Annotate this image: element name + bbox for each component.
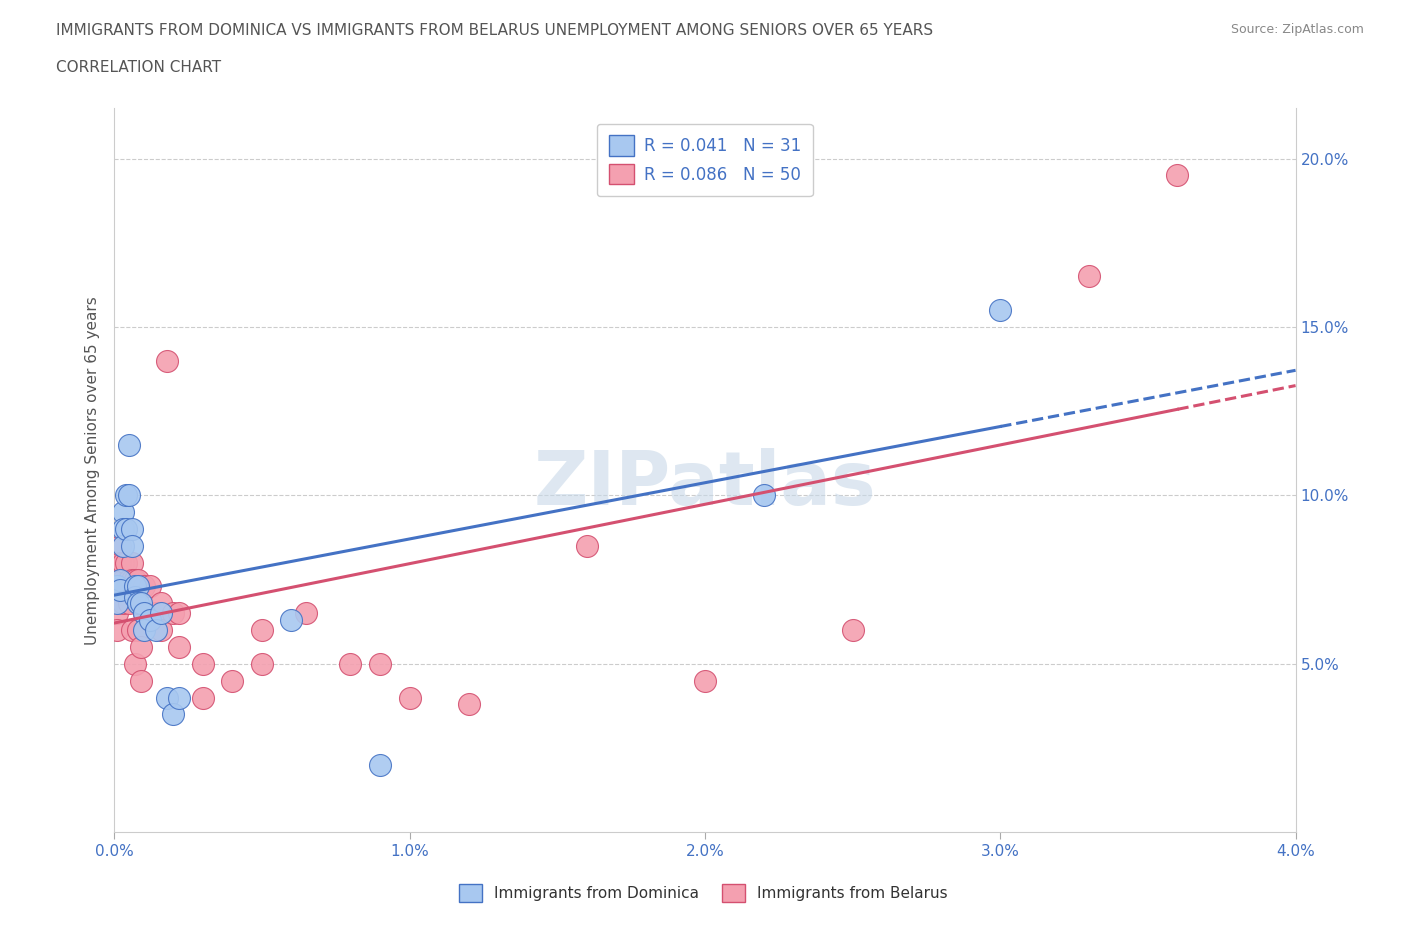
Point bbox=[132, 606, 155, 621]
Point bbox=[250, 623, 273, 638]
Point bbox=[115, 488, 138, 503]
Point bbox=[108, 538, 131, 553]
Point bbox=[841, 623, 863, 638]
Y-axis label: Unemployment Among Seniors over 65 years: Unemployment Among Seniors over 65 years bbox=[86, 296, 100, 644]
Legend: Immigrants from Dominica, Immigrants from Belarus: Immigrants from Dominica, Immigrants fro… bbox=[453, 878, 953, 909]
Point bbox=[162, 606, 184, 621]
Point bbox=[112, 505, 135, 520]
Point bbox=[1166, 168, 1188, 183]
Point bbox=[127, 596, 149, 611]
Point bbox=[127, 572, 149, 587]
Point bbox=[575, 538, 598, 553]
Point bbox=[108, 582, 131, 597]
Point bbox=[112, 522, 135, 537]
Point bbox=[368, 758, 391, 773]
Point bbox=[105, 623, 128, 638]
Point bbox=[167, 690, 190, 705]
Point bbox=[121, 623, 143, 638]
Point bbox=[138, 579, 160, 594]
Point bbox=[339, 657, 361, 671]
Point bbox=[191, 690, 214, 705]
Text: Source: ZipAtlas.com: Source: ZipAtlas.com bbox=[1230, 23, 1364, 36]
Point bbox=[150, 606, 173, 621]
Point bbox=[132, 579, 155, 594]
Point bbox=[1077, 269, 1099, 284]
Point bbox=[127, 579, 149, 594]
Point bbox=[112, 538, 135, 553]
Point bbox=[124, 589, 146, 604]
Point bbox=[368, 657, 391, 671]
Point bbox=[295, 606, 318, 621]
Point bbox=[156, 353, 179, 368]
Point bbox=[105, 606, 128, 621]
Point bbox=[105, 596, 128, 611]
Point bbox=[124, 657, 146, 671]
Point bbox=[398, 690, 420, 705]
Legend: R = 0.041   N = 31, R = 0.086   N = 50: R = 0.041 N = 31, R = 0.086 N = 50 bbox=[598, 124, 813, 196]
Point bbox=[129, 673, 152, 688]
Point bbox=[988, 303, 1011, 318]
Text: CORRELATION CHART: CORRELATION CHART bbox=[56, 60, 221, 75]
Point bbox=[118, 596, 141, 611]
Point bbox=[124, 572, 146, 587]
Text: ZIPatlas: ZIPatlas bbox=[533, 448, 876, 521]
Point bbox=[112, 572, 135, 587]
Point bbox=[105, 579, 128, 594]
Point bbox=[138, 613, 160, 628]
Point bbox=[145, 606, 167, 621]
Point bbox=[108, 572, 131, 587]
Point bbox=[118, 488, 141, 503]
Point bbox=[191, 657, 214, 671]
Point bbox=[115, 579, 138, 594]
Point bbox=[138, 613, 160, 628]
Point bbox=[457, 697, 479, 711]
Point bbox=[105, 589, 128, 604]
Point bbox=[167, 606, 190, 621]
Point bbox=[118, 572, 141, 587]
Point bbox=[118, 437, 141, 452]
Point bbox=[105, 579, 128, 594]
Point bbox=[280, 613, 302, 628]
Point bbox=[250, 657, 273, 671]
Point bbox=[105, 579, 128, 594]
Point bbox=[115, 522, 138, 537]
Point bbox=[115, 555, 138, 570]
Point bbox=[108, 572, 131, 587]
Point bbox=[221, 673, 243, 688]
Point bbox=[112, 596, 135, 611]
Point bbox=[132, 606, 155, 621]
Point bbox=[121, 555, 143, 570]
Point bbox=[129, 640, 152, 655]
Point bbox=[121, 538, 143, 553]
Point bbox=[132, 623, 155, 638]
Point bbox=[693, 673, 716, 688]
Point bbox=[112, 555, 135, 570]
Point bbox=[108, 555, 131, 570]
Point bbox=[162, 707, 184, 722]
Point bbox=[129, 596, 152, 611]
Point bbox=[121, 522, 143, 537]
Point bbox=[145, 623, 167, 638]
Text: IMMIGRANTS FROM DOMINICA VS IMMIGRANTS FROM BELARUS UNEMPLOYMENT AMONG SENIORS O: IMMIGRANTS FROM DOMINICA VS IMMIGRANTS F… bbox=[56, 23, 934, 38]
Point bbox=[752, 488, 775, 503]
Point bbox=[156, 690, 179, 705]
Point bbox=[127, 623, 149, 638]
Point bbox=[150, 623, 173, 638]
Point bbox=[150, 596, 173, 611]
Point bbox=[167, 640, 190, 655]
Point bbox=[121, 572, 143, 587]
Point bbox=[105, 596, 128, 611]
Point bbox=[124, 579, 146, 594]
